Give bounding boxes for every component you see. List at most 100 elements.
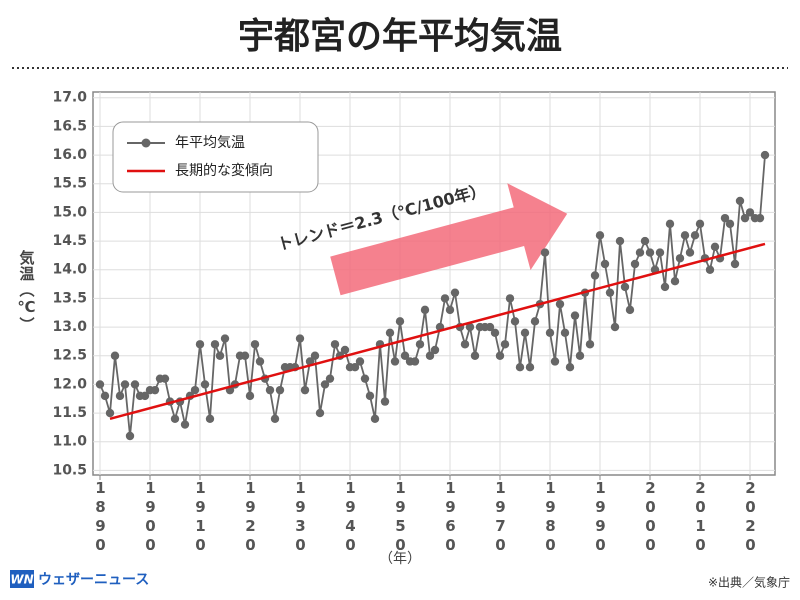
data-point	[500, 340, 510, 349]
x-tick-label: 1960	[441, 479, 460, 555]
chart-title: 宇都宮の年平均気温	[238, 16, 562, 57]
data-point	[570, 311, 580, 320]
data-point	[365, 391, 375, 401]
y-tick-label: 17.0	[52, 90, 87, 106]
x-axis-label: （年）	[379, 551, 421, 567]
y-tick-label: 10.5	[52, 462, 87, 478]
data-point	[465, 322, 475, 332]
data-point	[105, 408, 115, 418]
data-point	[585, 340, 595, 349]
data-point	[630, 259, 640, 269]
y-tick-label: 11.0	[52, 434, 87, 450]
data-point	[760, 150, 770, 160]
data-point	[160, 374, 170, 383]
data-point	[210, 340, 220, 349]
data-point	[520, 328, 530, 338]
data-point	[620, 282, 630, 292]
data-point	[180, 420, 190, 429]
data-point	[615, 236, 625, 246]
data-point	[410, 357, 420, 366]
x-tick-label: 1890	[91, 479, 110, 555]
data-point	[355, 357, 365, 366]
data-point	[735, 196, 745, 206]
data-point	[250, 340, 260, 349]
data-point	[645, 248, 655, 257]
data-point	[430, 345, 440, 355]
y-tick-label: 15.0	[52, 204, 87, 220]
data-point	[100, 391, 110, 401]
y-tick-label: 14.5	[52, 233, 87, 249]
arrow-shape	[330, 183, 568, 296]
data-point	[510, 317, 520, 326]
y-tick-label: 12.0	[52, 376, 87, 392]
data-point	[625, 305, 635, 315]
data-point	[245, 391, 255, 401]
data-point	[515, 363, 525, 372]
legend-box	[112, 121, 319, 193]
data-point	[730, 259, 740, 269]
data-point	[675, 254, 685, 263]
data-point	[325, 374, 335, 383]
data-point	[705, 265, 715, 274]
data-point	[125, 431, 135, 441]
x-tick-label: 1950	[391, 479, 410, 555]
data-point	[690, 231, 700, 240]
x-tick-label: 1990	[591, 479, 610, 555]
data-point	[530, 317, 540, 326]
data-point	[275, 385, 285, 395]
data-point	[665, 219, 675, 229]
data-point	[740, 213, 750, 223]
data-point	[680, 231, 690, 240]
x-tick-label: 1980	[541, 479, 560, 555]
data-point	[755, 213, 765, 223]
data-point	[220, 334, 230, 343]
data-point	[400, 351, 410, 360]
data-point	[330, 340, 340, 349]
data-point	[490, 328, 500, 338]
logo-mark: WN	[10, 573, 33, 587]
source: ※出典／気象庁	[708, 575, 790, 590]
data-point	[560, 328, 570, 338]
trend-arrow	[330, 183, 568, 296]
data-point	[115, 391, 125, 401]
data-point	[415, 340, 425, 349]
data-point	[470, 351, 480, 360]
x-tick-label: 1900	[141, 479, 160, 555]
data-point	[265, 385, 275, 395]
data-point	[130, 380, 140, 389]
data-point	[385, 328, 395, 338]
data-point	[390, 357, 400, 366]
data-point	[440, 294, 450, 303]
data-point	[315, 408, 325, 418]
x-tick-label: 2010	[691, 479, 710, 555]
data-point	[495, 351, 505, 360]
y-tick-label: 13.5	[52, 290, 87, 306]
data-point	[725, 219, 735, 229]
data-point	[545, 328, 555, 338]
data-point	[380, 397, 390, 406]
legend-label: 長期的な変傾向	[175, 162, 273, 179]
data-point	[95, 380, 105, 389]
data-point	[720, 213, 730, 223]
data-point	[450, 288, 460, 297]
data-point	[640, 236, 650, 246]
x-tick-label: 1970	[491, 479, 510, 555]
data-point	[170, 414, 180, 424]
data-point	[215, 351, 225, 360]
data-point	[590, 271, 600, 280]
y-tick-label: 13.0	[52, 319, 87, 335]
data-point	[205, 414, 215, 424]
data-point	[610, 322, 620, 332]
data-point	[635, 248, 645, 257]
data-point	[240, 351, 250, 360]
data-point	[595, 231, 605, 240]
data-point	[485, 322, 495, 332]
data-point	[150, 385, 160, 395]
x-tick-label: 1940	[341, 479, 360, 555]
data-point	[360, 374, 370, 383]
data-point	[295, 334, 305, 343]
x-tick-label: 2020	[741, 479, 760, 555]
data-point	[195, 340, 205, 349]
data-point	[340, 345, 350, 355]
